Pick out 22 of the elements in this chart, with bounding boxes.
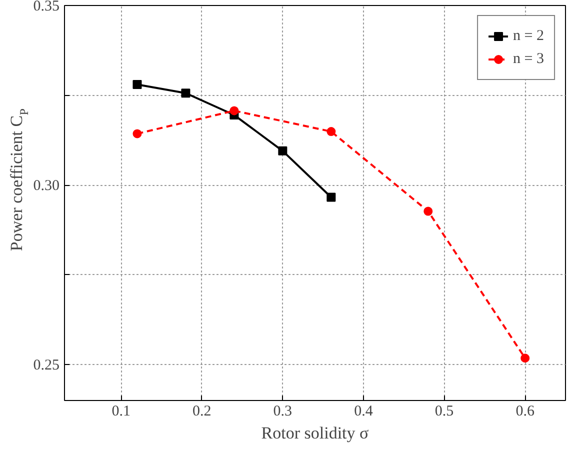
point	[132, 80, 142, 89]
point	[132, 129, 142, 138]
point	[181, 88, 190, 98]
x-tick-label: 0.2	[192, 404, 212, 420]
point	[326, 192, 336, 202]
y-tick-label: 0.30	[33, 178, 60, 194]
y-tick-label: 0.25	[33, 358, 60, 374]
y-axis-title: Power coefficient CP	[7, 108, 31, 252]
x-tick-label: 0.5	[434, 404, 454, 420]
y-tick-label: 0.35	[33, 0, 60, 14]
point	[326, 127, 336, 136]
x-tick-label: 0.1	[112, 404, 130, 420]
legend-label: n = 2	[513, 28, 544, 44]
point	[278, 146, 288, 156]
legend-label: n = 3	[513, 50, 544, 68]
x-tick-label: 0.4	[354, 404, 374, 420]
point	[520, 354, 530, 363]
x-tick-label: 0.6	[516, 404, 535, 420]
x-tick-label: 0.3	[273, 404, 292, 420]
x-axis-title: Rotor solidity σ	[261, 424, 369, 442]
point	[424, 206, 433, 216]
point	[230, 106, 239, 116]
